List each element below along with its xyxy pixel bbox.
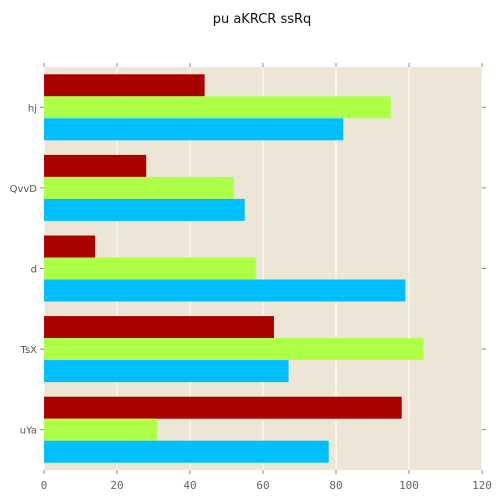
- bar-TsX-s1: [44, 338, 424, 361]
- x-tick-label: 80: [329, 479, 342, 492]
- bars-group: [44, 74, 424, 463]
- y-tick-label: uYa: [20, 426, 37, 437]
- bar-d-s1: [44, 257, 256, 280]
- bar-QvvD-s1: [44, 176, 234, 199]
- bar-hj-s0: [44, 74, 205, 97]
- bar-QvvD-s2: [44, 198, 245, 221]
- bar-TsX-s2: [44, 360, 289, 383]
- bar-hj-s1: [44, 96, 391, 119]
- bar-uYa-s2: [44, 440, 329, 463]
- x-tick-label: 20: [110, 479, 123, 492]
- y-tick-label: TsX: [19, 345, 37, 356]
- y-tick-label: hj: [28, 103, 37, 114]
- bar-hj-s2: [44, 118, 344, 141]
- x-tick-label: 60: [256, 479, 269, 492]
- bar-d-s2: [44, 279, 406, 302]
- x-tick-label: 120: [472, 479, 492, 492]
- y-tick-label: QvvD: [10, 184, 38, 195]
- bar-uYa-s0: [44, 396, 402, 419]
- bar-QvvD-s0: [44, 154, 147, 177]
- bar-TsX-s0: [44, 316, 274, 339]
- x-tick-label: 40: [183, 479, 196, 492]
- x-tick-label: 0: [41, 479, 48, 492]
- bar-uYa-s1: [44, 418, 158, 441]
- y-axis: hj QvvD d TsX uYa: [10, 103, 486, 437]
- chart-title: pu aKRCR ssRq: [213, 12, 312, 27]
- bar-d-s0: [44, 235, 96, 258]
- y-tick-label: d: [31, 265, 37, 276]
- x-tick-label: 100: [399, 479, 419, 492]
- x-axis: 0 20 40 60 80 100 120: [41, 63, 492, 492]
